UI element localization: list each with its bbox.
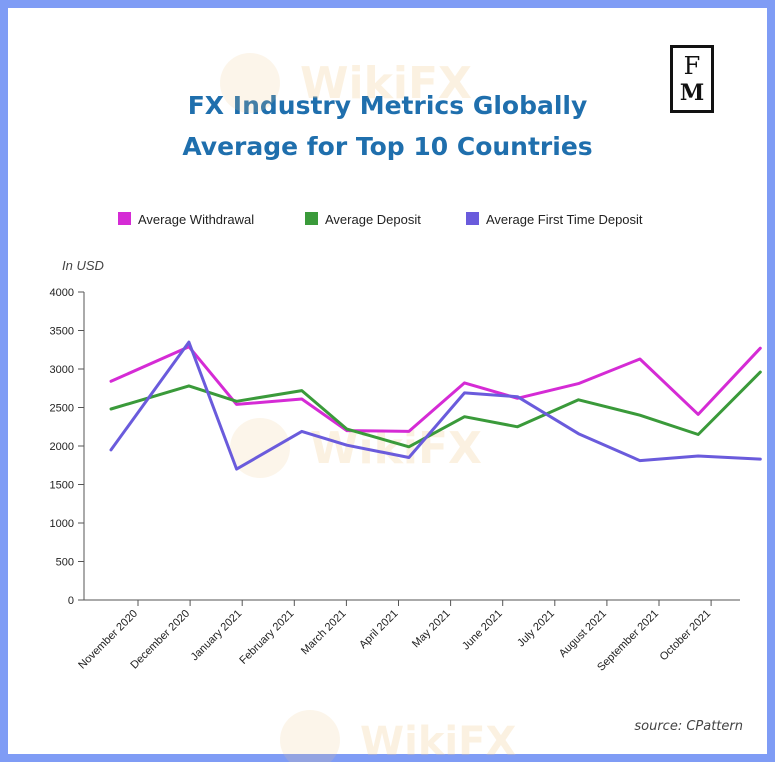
y-tick-label: 500 [56,557,74,569]
x-tick-label: July 2021 [515,608,557,650]
y-tick-label: 4000 [50,287,74,299]
x-tick-label: May 2021 [410,608,453,651]
y-tick-label: 1500 [50,480,74,492]
y-tick-label: 2000 [50,441,74,453]
legend-label: Average Withdrawal [138,212,254,227]
logo-letter-m: M [679,80,705,106]
logo-letter-f: F [683,52,701,80]
source-note: source: CPattern [634,719,743,734]
fm-logo: F M [670,45,714,113]
x-tick-label: January 2021 [189,608,245,664]
y-tick-label: 3500 [50,326,74,338]
x-tick-label: February 2021 [237,608,296,667]
watermark-text: WikiFX [360,719,516,762]
watermark-text: WikiFX [300,58,472,109]
x-tick-label: March 2021 [299,608,349,658]
legend-swatch [305,212,318,225]
legend-label: Average Deposit [325,212,421,227]
x-tick-label: June 2021 [460,608,505,653]
legend-swatch [466,212,479,225]
legend-label: Average First Time Deposit [486,212,643,227]
y-axis-label: In USD [62,258,104,273]
chart-subtitle: Average for Top 10 Countries [182,132,593,161]
watermark-logo-icon [220,53,280,113]
x-tick-label: August 2021 [557,608,609,660]
series-line-2 [109,370,762,449]
y-tick-label: 3000 [50,364,74,376]
legend-swatch [118,212,131,225]
y-tick-label: 1000 [50,518,74,530]
x-tick-label: October 2021 [658,608,714,664]
x-tick-label: April 2021 [357,608,401,652]
chart-frame [8,8,767,754]
y-tick-label: 2500 [50,403,74,415]
y-tick-label: 0 [68,595,74,607]
series-line-1 [109,345,762,433]
watermark-logo-icon [280,710,340,762]
series-line-3 [109,340,762,471]
chart-title: FX Industry Metrics Globally [187,91,588,120]
